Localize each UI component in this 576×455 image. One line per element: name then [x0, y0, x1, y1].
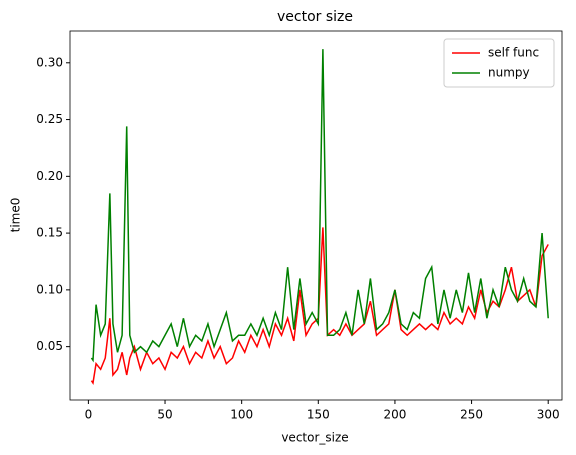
legend-label: numpy — [488, 66, 530, 80]
x-axis-label: vector_size — [281, 431, 348, 445]
y-tick-label: 0.05 — [36, 339, 63, 353]
x-tick-label: 50 — [157, 408, 172, 422]
data-line — [90, 49, 549, 363]
plot-frame — [69, 30, 563, 401]
y-tick-label: 0.25 — [36, 112, 63, 126]
y-tick-label: 0.20 — [36, 169, 63, 183]
y-tick-label: 0.30 — [36, 55, 63, 69]
x-tick-label: 250 — [460, 408, 483, 422]
x-tick-label: 0 — [85, 408, 93, 422]
y-axis-label: time0 — [9, 198, 23, 233]
legend-label: self func — [488, 46, 539, 60]
y-tick-label: 0.10 — [36, 282, 63, 296]
y-tick-label: 0.15 — [36, 226, 63, 240]
chart-title: vector size — [277, 9, 353, 25]
legend-box — [443, 38, 555, 88]
x-tick-label: 200 — [383, 408, 406, 422]
x-tick-label: 150 — [307, 408, 330, 422]
x-tick-label: 100 — [230, 408, 253, 422]
data-line — [90, 227, 549, 385]
x-tick-label: 300 — [537, 408, 560, 422]
